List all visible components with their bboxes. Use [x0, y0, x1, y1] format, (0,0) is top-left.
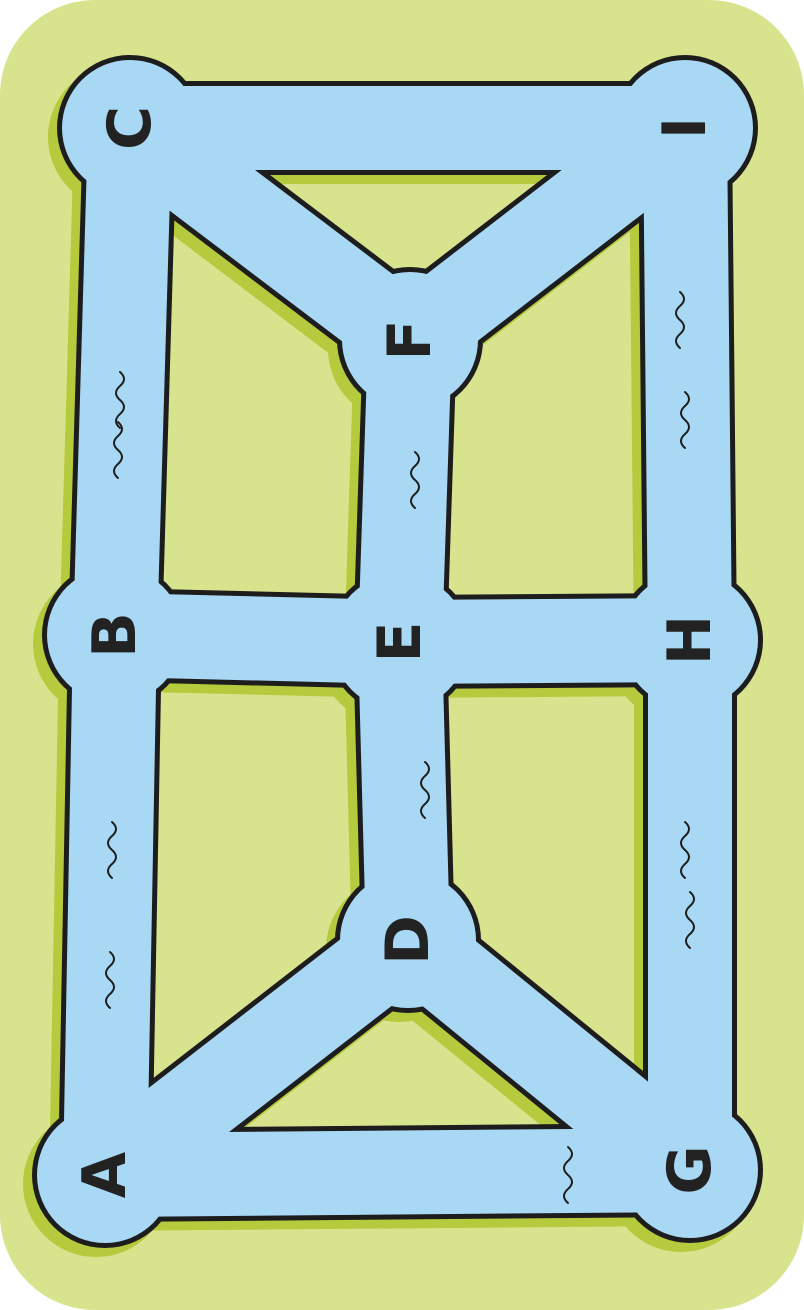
water-ripples: [105, 291, 695, 1204]
node-pool-D: [340, 872, 476, 1008]
river-edge-A-G: [63, 1128, 732, 1217]
water-ripple-8: [680, 391, 690, 449]
water-ripple-9: [680, 821, 690, 879]
water-ripple-7: [675, 291, 685, 349]
node-label-I: I: [650, 117, 720, 139]
water-ripple-2: [113, 421, 123, 479]
node-pool-I: [617, 60, 753, 196]
river-edge-H-I: [643, 86, 732, 682]
node-label-B: B: [80, 612, 150, 658]
node-pool-F: [342, 272, 478, 408]
water-ripple-10: [685, 891, 695, 949]
node-pool-E: [332, 574, 468, 710]
water-ripple-3: [107, 821, 117, 879]
water-ripple-11: [563, 1146, 573, 1204]
node-label-A: A: [70, 1151, 140, 1198]
node-label-C: C: [95, 106, 165, 150]
node-label-D: D: [373, 915, 443, 965]
water-ripple-4: [105, 951, 115, 1009]
river-edge-A-B: [63, 593, 157, 1217]
node-pool-C: [62, 60, 198, 196]
water-ripple-6: [420, 761, 430, 819]
node-label-layer: A B C D E F G H I: [70, 106, 725, 1198]
node-label-H: H: [655, 615, 725, 665]
node-label-E: E: [365, 622, 435, 663]
water-ripple-5: [410, 451, 420, 509]
node-pool-G: [622, 1102, 758, 1238]
node-label-F: F: [375, 320, 445, 361]
node-pool-B: [47, 567, 183, 703]
node-label-G: G: [655, 1145, 725, 1194]
node-pool-H: [622, 572, 758, 708]
water-ripple-1: [115, 371, 125, 429]
node-pool-A: [37, 1107, 173, 1243]
